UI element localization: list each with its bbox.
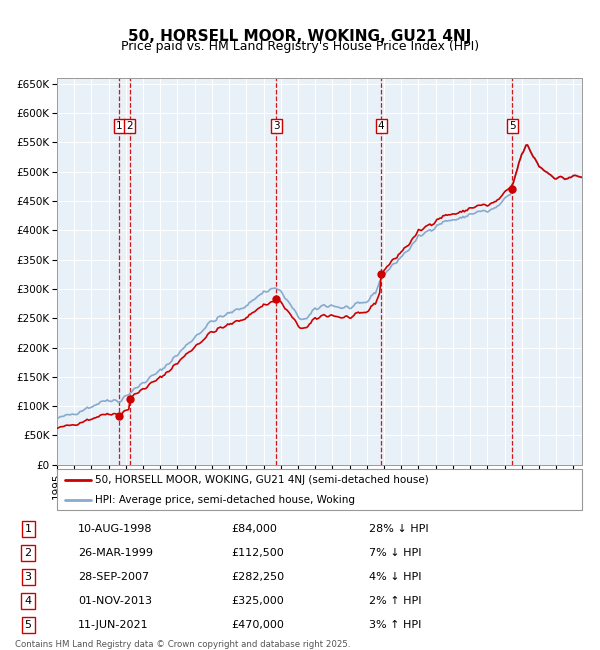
Text: Price paid vs. HM Land Registry's House Price Index (HPI): Price paid vs. HM Land Registry's House …: [121, 40, 479, 53]
Text: 2: 2: [127, 122, 133, 131]
Text: £325,000: £325,000: [231, 596, 284, 606]
Text: 3: 3: [273, 122, 280, 131]
Text: 50, HORSELL MOOR, WOKING, GU21 4NJ: 50, HORSELL MOOR, WOKING, GU21 4NJ: [128, 29, 472, 44]
Text: 7% ↓ HPI: 7% ↓ HPI: [369, 548, 422, 558]
Text: £84,000: £84,000: [231, 524, 277, 534]
Text: 3% ↑ HPI: 3% ↑ HPI: [369, 620, 421, 630]
Text: 50, HORSELL MOOR, WOKING, GU21 4NJ (semi-detached house): 50, HORSELL MOOR, WOKING, GU21 4NJ (semi…: [95, 475, 428, 486]
Text: 28-SEP-2007: 28-SEP-2007: [78, 572, 149, 582]
FancyBboxPatch shape: [57, 469, 582, 510]
Text: 5: 5: [25, 620, 32, 630]
Text: HPI: Average price, semi-detached house, Woking: HPI: Average price, semi-detached house,…: [95, 495, 355, 505]
Text: 2% ↑ HPI: 2% ↑ HPI: [369, 596, 422, 606]
Text: 28% ↓ HPI: 28% ↓ HPI: [369, 524, 429, 534]
Text: £282,250: £282,250: [231, 572, 284, 582]
Text: Contains HM Land Registry data © Crown copyright and database right 2025.
This d: Contains HM Land Registry data © Crown c…: [15, 640, 350, 650]
Text: 4: 4: [378, 122, 385, 131]
Text: 3: 3: [25, 572, 32, 582]
Text: 11-JUN-2021: 11-JUN-2021: [78, 620, 149, 630]
Text: 1: 1: [25, 524, 32, 534]
Text: 10-AUG-1998: 10-AUG-1998: [78, 524, 153, 534]
Text: £470,000: £470,000: [231, 620, 284, 630]
Text: 26-MAR-1999: 26-MAR-1999: [78, 548, 153, 558]
Text: 01-NOV-2013: 01-NOV-2013: [78, 596, 152, 606]
Text: 1: 1: [116, 122, 122, 131]
Text: 5: 5: [509, 122, 515, 131]
Text: £112,500: £112,500: [231, 548, 284, 558]
Text: 4% ↓ HPI: 4% ↓ HPI: [369, 572, 422, 582]
Text: 4: 4: [25, 596, 32, 606]
Text: 2: 2: [25, 548, 32, 558]
